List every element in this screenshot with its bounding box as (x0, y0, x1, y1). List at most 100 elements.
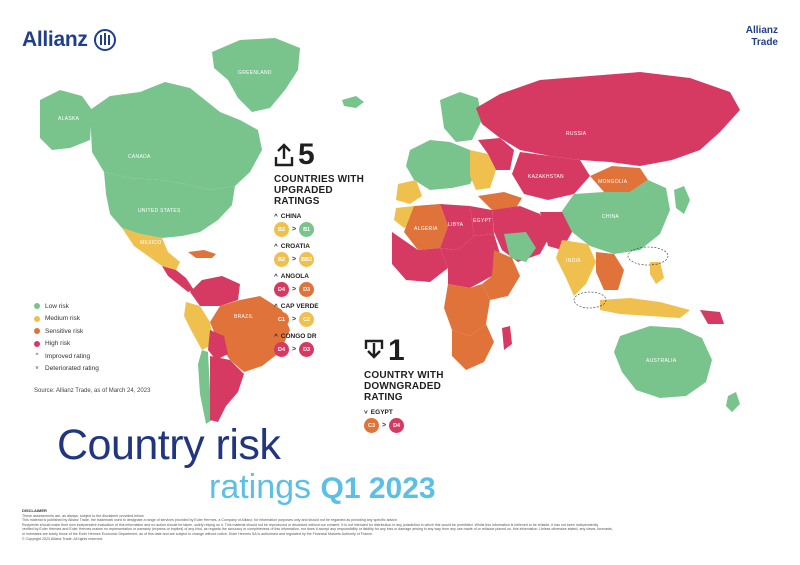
rating-to-badge: D3 (299, 342, 315, 357)
region-bolivia (208, 330, 228, 360)
region-southeast-asia (596, 252, 624, 290)
title-quarter: Q1 2023 (320, 472, 436, 505)
inset-ring-singapore (573, 291, 607, 309)
legend-dot-low (34, 303, 40, 310)
region-caribbean (188, 250, 216, 258)
caret-up-icon: ^ (274, 213, 278, 220)
rating-country-name: CHINA (280, 213, 302, 220)
legend-label-high: High risk (45, 340, 71, 348)
allianz-eagle-icon (93, 29, 116, 51)
region-madagascar (502, 326, 512, 350)
region-argentina (210, 356, 244, 422)
region-alaska (40, 90, 92, 150)
region-western-europe (406, 140, 478, 190)
region-new-zealand (726, 392, 740, 412)
region-east-africa (482, 250, 520, 300)
region-greenland (212, 38, 300, 112)
disclaimer-line: These assessments are, as always, subjec… (22, 513, 145, 518)
downgraded-callout: 1 COUNTRY WITH DOWNGRADED RATING ˅ EGYPT C… (364, 336, 464, 433)
map-label-algeria: ALGERIA (414, 226, 438, 232)
rating-country-name: ANGOLA (280, 273, 309, 280)
download-arrow-icon (364, 339, 384, 359)
upgraded-callout: 5 COUNTRIES WITH UPGRADED RATINGS ^ CHINA… (274, 140, 374, 357)
map-label-canada: CANADA (128, 154, 151, 160)
region-japan (674, 186, 690, 214)
map-label-alaska: ALASKA (58, 116, 80, 122)
rating-country-name: CAP VERDE (280, 303, 319, 310)
disclaimer-line: This material is published by Allianz Tr… (22, 518, 398, 523)
legend-label-low: Low risk (45, 302, 69, 310)
region-iberia (396, 180, 422, 204)
map-label-china: CHINA (602, 214, 619, 220)
disclaimer-line: verified by Euler Hermes and Euler Herme… (22, 527, 613, 532)
region-brazil (210, 296, 290, 372)
map-label-libya: LIBYA (448, 222, 464, 228)
allianz-trade-line1: Allianz (745, 25, 778, 36)
legend-item-medium: Medium risk (34, 313, 99, 326)
legend-dot-high (34, 340, 40, 347)
legend-item-sensitive: Sensitive risk (34, 325, 99, 338)
rating-to-badge: C2 (299, 312, 315, 327)
region-ukraine-belarus (478, 138, 514, 170)
upgraded-count: 5 (298, 138, 315, 171)
region-algeria (404, 204, 448, 250)
caret-up-icon: ^ (274, 243, 278, 250)
region-philippines (650, 262, 664, 284)
allianz-brand-text: Allianz (22, 28, 88, 51)
rating-country: ^ CHINA (274, 213, 374, 220)
rating-from-badge: C1 (274, 312, 289, 327)
legend-dot-medium (34, 315, 40, 322)
source-note: Source: Allianz Trade, as of March 24, 2… (34, 388, 151, 394)
disclaimer-line: Recipients should make their own indepen… (22, 522, 599, 527)
rating-country: ^ ANGOLA (274, 273, 374, 280)
region-india (556, 240, 596, 296)
rating-row: C1 > C2 (274, 312, 374, 327)
upgraded-title-line3: RATINGS (274, 196, 320, 207)
region-libya (440, 204, 474, 250)
caret-up-icon: ^ (274, 333, 278, 340)
rating-from-badge: C3 (364, 418, 379, 433)
rating-from-badge: D4 (274, 282, 289, 297)
rating-to-badge: BB2 (299, 252, 315, 267)
caret-down-icon: ˅ (35, 365, 39, 372)
rating-row: C3 > D4 (364, 418, 464, 433)
legend-label-improved: Improved rating (45, 352, 91, 360)
legend-item-high: High risk (34, 338, 99, 351)
region-saudi-arabia (504, 232, 536, 262)
region-southern-africa (452, 324, 494, 370)
rating-country-name: EGYPT (370, 409, 393, 416)
title-ratings-word: ratings (209, 468, 312, 506)
arrow-right-icon: > (292, 286, 297, 293)
arrow-right-icon: > (292, 226, 297, 233)
map-label-kazakhstan: KAZAKHSTAN (528, 174, 564, 180)
rating-row: D4 > D3 (274, 342, 374, 357)
map-label-australia: AUSTRALIA (646, 358, 677, 364)
legend: Low risk Medium risk Sensitive risk High… (34, 300, 99, 375)
downgraded-title-line3: RATING (364, 392, 403, 403)
downgraded-count: 1 (388, 334, 405, 367)
region-mongolia (590, 166, 648, 192)
map-label-russia: RUSSIA (566, 131, 587, 137)
upgraded-title-line2: UPGRADED (274, 185, 333, 196)
region-china (560, 180, 670, 254)
arrow-right-icon: > (382, 422, 387, 429)
caret-up-icon: ^ (35, 353, 39, 360)
title-line1: Country risk (57, 421, 281, 469)
region-turkey (478, 192, 522, 210)
region-russia (476, 72, 740, 166)
rating-country-name: CONGO DR (280, 333, 317, 340)
map-label-india: INDIA (566, 258, 581, 264)
allianz-trade-line2: Trade (751, 37, 778, 48)
upgraded-list: ^ CHINA B2 > B1 ^ CROATIA B2 > BB2 ^ ANGOLA D4 > D3 ^ CA… (274, 213, 374, 357)
region-west-africa (392, 232, 448, 282)
disclaimer-line: © Copyright 2023 Allianz Trade. All righ… (22, 536, 104, 541)
rating-from-badge: D4 (274, 342, 289, 357)
rating-to-badge: D4 (389, 418, 405, 433)
upload-arrow-icon (274, 143, 294, 167)
rating-row: B2 > B1 (274, 222, 374, 237)
region-canada (90, 82, 262, 190)
region-chile (198, 350, 212, 424)
downgraded-title-line2: DOWNGRADED (364, 381, 441, 392)
rating-country: ˅ EGYPT (364, 409, 464, 416)
